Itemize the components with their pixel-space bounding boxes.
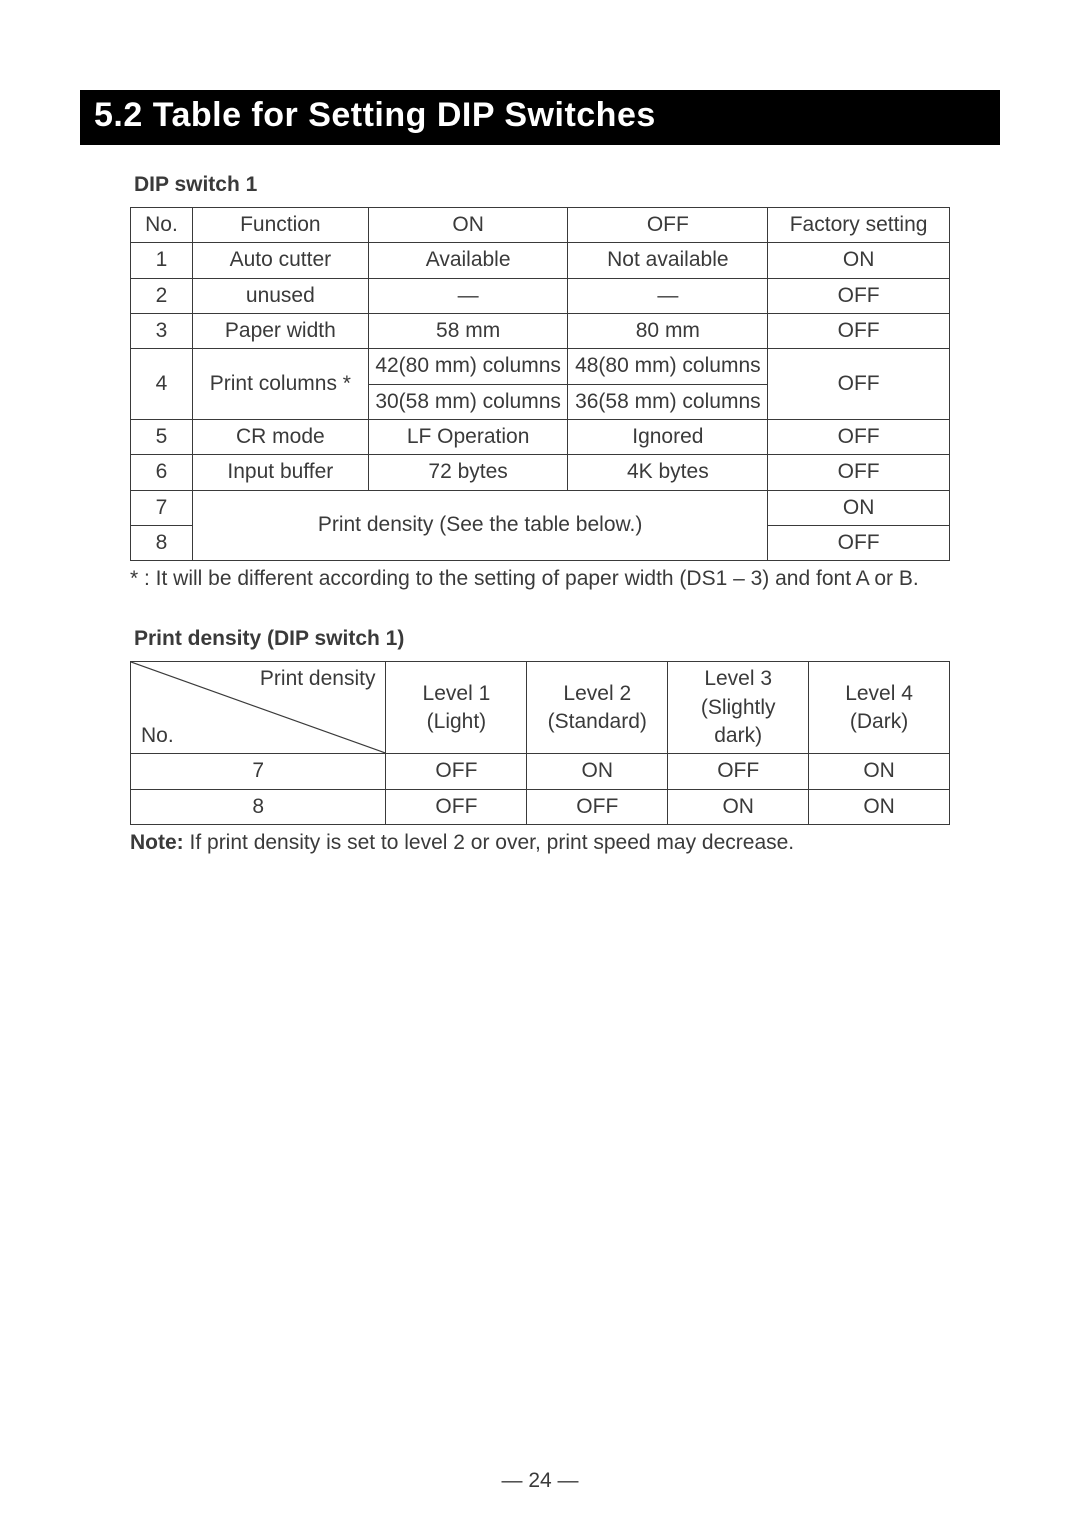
cell-fact: OFF — [768, 420, 950, 455]
section-title: 5.2 Table for Setting DIP Switches — [94, 96, 656, 134]
l3a: Level 3 — [704, 667, 772, 690]
cell-off: 80 mm — [568, 314, 768, 349]
cell-no: 7 — [131, 754, 386, 789]
section-title-bar: 5.2 Table for Setting DIP Switches — [80, 90, 1000, 145]
col-header-on: ON — [368, 208, 568, 243]
table-row: Print density No. Level 1 (Light) Level … — [131, 662, 950, 754]
table-row: 1 Auto cutter Available Not available ON — [131, 243, 950, 278]
cell-l1: OFF — [386, 789, 527, 824]
cell-fact: ON — [768, 490, 950, 525]
col-header-off: OFF — [568, 208, 768, 243]
table-row: 7 OFF ON OFF ON — [131, 754, 950, 789]
cell-on-a: 42(80 mm) columns — [369, 349, 568, 384]
cell-off-a: 48(80 mm) columns — [568, 349, 767, 384]
col-header-fact: Factory setting — [768, 208, 950, 243]
cell-l3: ON — [668, 789, 809, 824]
cell-no: 3 — [131, 314, 193, 349]
diag-bot-label: No. — [141, 722, 174, 750]
col-header-l3: Level 3 (Slightly dark) — [668, 662, 809, 754]
cell-on: 58 mm — [368, 314, 568, 349]
table2-note: Note: If print density is set to level 2… — [130, 831, 1000, 855]
col-header-l1: Level 1 (Light) — [386, 662, 527, 754]
cell-no: 1 — [131, 243, 193, 278]
cell-fn: Input buffer — [192, 455, 368, 490]
cell-print-density-label: Print density (See the table below.) — [192, 490, 767, 561]
cell-fn: Print columns * — [192, 349, 368, 420]
cell-off: — — [568, 278, 768, 313]
diag-top-label: Print density — [260, 665, 376, 693]
note-label: Note: — [130, 831, 184, 854]
cell-no: 4 — [131, 349, 193, 420]
cell-fn: Auto cutter — [192, 243, 368, 278]
cell-no: 2 — [131, 278, 193, 313]
l4a: Level 4 — [845, 682, 913, 705]
cell-fn: unused — [192, 278, 368, 313]
l3b: (Slightly dark) — [701, 696, 776, 747]
cell-l4: ON — [809, 754, 950, 789]
cell-no: 8 — [131, 526, 193, 561]
dip-switch-1-table: No. Function ON OFF Factory setting 1 Au… — [130, 207, 950, 561]
l1b: (Light) — [427, 710, 487, 733]
cell-on-b: 30(58 mm) columns — [369, 385, 568, 419]
table1-footnote: * : It will be different according to th… — [130, 567, 1000, 591]
cell-no: 7 — [131, 490, 193, 525]
cell-fact: OFF — [768, 526, 950, 561]
cell-fn: Paper width — [192, 314, 368, 349]
col-header-no: No. — [131, 208, 193, 243]
cell-fact: OFF — [768, 314, 950, 349]
cell-no: 6 — [131, 455, 193, 490]
cell-fact: OFF — [768, 349, 950, 420]
cell-l2: ON — [527, 754, 668, 789]
page-number: — 24 — — [0, 1469, 1080, 1493]
l1a: Level 1 — [423, 682, 491, 705]
cell-off-split: 48(80 mm) columns 36(58 mm) columns — [568, 349, 768, 420]
note-text: If print density is set to level 2 or ov… — [184, 831, 794, 854]
l2a: Level 2 — [563, 682, 631, 705]
table1-heading: DIP switch 1 — [134, 173, 1000, 197]
table-row: 8 OFF OFF ON ON — [131, 789, 950, 824]
table2-heading: Print density (DIP switch 1) — [134, 627, 1000, 651]
cell-on: 72 bytes — [368, 455, 568, 490]
table-row: 6 Input buffer 72 bytes 4K bytes OFF — [131, 455, 950, 490]
cell-on: Available — [368, 243, 568, 278]
col-header-l4: Level 4 (Dark) — [809, 662, 950, 754]
cell-fact: OFF — [768, 455, 950, 490]
table-row: No. Function ON OFF Factory setting — [131, 208, 950, 243]
table-row: 5 CR mode LF Operation Ignored OFF — [131, 420, 950, 455]
cell-l4: ON — [809, 789, 950, 824]
cell-l1: OFF — [386, 754, 527, 789]
col-header-fn: Function — [192, 208, 368, 243]
cell-l3: OFF — [668, 754, 809, 789]
cell-fact: ON — [768, 243, 950, 278]
diagonal-header-cell: Print density No. — [131, 662, 386, 754]
print-density-table: Print density No. Level 1 (Light) Level … — [130, 661, 950, 825]
table-row: 7 Print density (See the table below.) O… — [131, 490, 950, 525]
cell-fact: OFF — [768, 278, 950, 313]
cell-off-b: 36(58 mm) columns — [568, 385, 767, 419]
cell-on-split: 42(80 mm) columns 30(58 mm) columns — [368, 349, 568, 420]
l2b: (Standard) — [548, 710, 647, 733]
cell-l2: OFF — [527, 789, 668, 824]
cell-no: 5 — [131, 420, 193, 455]
cell-on: — — [368, 278, 568, 313]
l4b: (Dark) — [850, 710, 908, 733]
table-row: 4 Print columns * 42(80 mm) columns 30(5… — [131, 349, 950, 420]
cell-on: LF Operation — [368, 420, 568, 455]
cell-fn: CR mode — [192, 420, 368, 455]
table-row: 2 unused — — OFF — [131, 278, 950, 313]
cell-no: 8 — [131, 789, 386, 824]
cell-off: Not available — [568, 243, 768, 278]
col-header-l2: Level 2 (Standard) — [527, 662, 668, 754]
table-row: 3 Paper width 58 mm 80 mm OFF — [131, 314, 950, 349]
cell-off: 4K bytes — [568, 455, 768, 490]
cell-off: Ignored — [568, 420, 768, 455]
page: 5.2 Table for Setting DIP Switches DIP s… — [0, 0, 1080, 1533]
